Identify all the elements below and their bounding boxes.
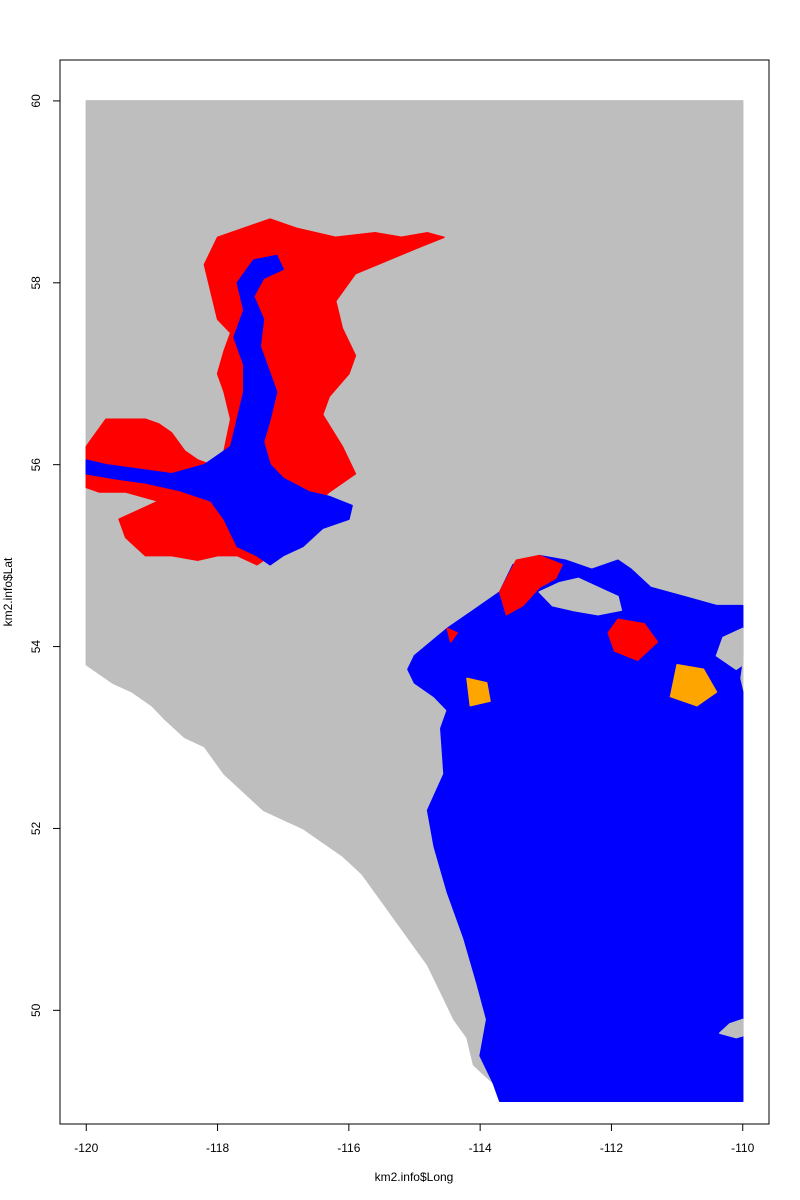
map-region-8 <box>607 618 659 661</box>
map-region-7 <box>499 554 563 616</box>
x-tick-label: -116 <box>337 1141 360 1155</box>
map-data-layer <box>85 100 744 1103</box>
y-tick-label: 58 <box>29 276 43 290</box>
map-region-11 <box>446 627 458 643</box>
x-tick-label: -112 <box>600 1141 623 1155</box>
map-region-6 <box>719 1018 744 1039</box>
y-tick-label: 50 <box>29 1003 43 1017</box>
map-region-2 <box>85 254 353 566</box>
y-tick-label: 52 <box>29 821 43 835</box>
plot-frame <box>59 59 770 1125</box>
x-tick-label: -118 <box>206 1141 229 1155</box>
axes-layer: -120 -118 -116 -114 -112 -110 50 52 54 56 58 60 <box>29 94 755 1155</box>
y-axis-title: km2.info$Lat <box>1 557 15 626</box>
map-region-3 <box>407 554 744 1103</box>
x-tick-label: -114 <box>469 1141 492 1155</box>
y-tick-label: 54 <box>29 640 43 654</box>
x-tick-label: -110 <box>731 1141 754 1155</box>
y-tick-label: 60 <box>29 94 43 108</box>
map-region-10 <box>466 677 491 707</box>
x-axis-title: km2.info$Long <box>375 1170 454 1184</box>
x-tick-label: -120 <box>74 1141 98 1155</box>
map-region-9 <box>669 664 718 707</box>
map-region-5 <box>715 627 744 671</box>
y-tick-label: 56 <box>29 458 43 472</box>
map-region-4 <box>538 577 623 616</box>
